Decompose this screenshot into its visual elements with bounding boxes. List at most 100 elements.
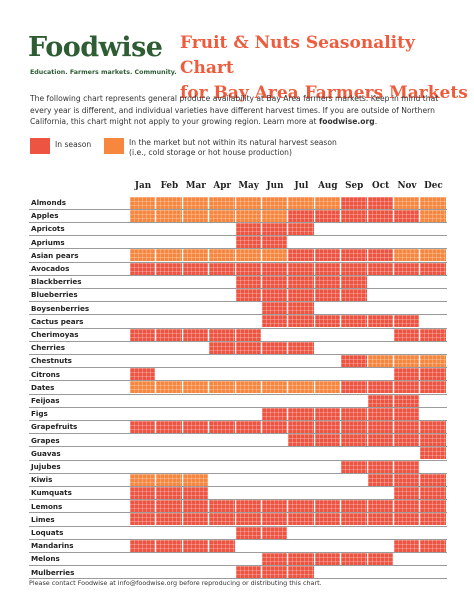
season-cell-grapefruits-feb	[156, 420, 182, 433]
season-cell-limes-aug	[314, 513, 341, 526]
season-cell-cactus-pears-jun	[262, 315, 288, 328]
season-cell-grapefruits-jun	[262, 420, 288, 433]
season-cell-blueberries-may	[235, 288, 261, 301]
season-cell-figs-nov	[394, 407, 420, 420]
season-cell-almonds-nov	[394, 196, 420, 209]
season-cell-kiwis-mar	[182, 473, 209, 486]
row-divider	[29, 459, 447, 461]
season-cell-kiwis-jan	[130, 473, 156, 486]
season-cell-lemons-nov	[394, 500, 420, 513]
season-cell-lemons-feb	[156, 500, 182, 513]
season-cell-boysenberries-jul	[288, 302, 314, 315]
season-cell-apples-oct	[367, 209, 393, 222]
season-cell-loquats-jun	[262, 526, 288, 539]
season-cell-avocados-oct	[367, 262, 393, 275]
season-cell-blueberries-jul	[288, 288, 314, 301]
season-cell-almonds-jul	[288, 196, 314, 209]
row-label: Figs	[31, 409, 48, 419]
season-cell-chestnuts-dec	[420, 354, 446, 367]
season-cell-figs-oct	[367, 407, 393, 420]
season-cell-loquats-may	[235, 526, 261, 539]
row-label: Cactus pears	[31, 316, 84, 326]
month-header-mar: Mar	[185, 181, 206, 191]
row-divider	[29, 578, 447, 580]
row-label: Avocados	[31, 264, 70, 273]
season-cell-mandarins-apr	[209, 539, 235, 552]
month-header-apr: Apr	[213, 181, 231, 191]
row-label: Mulberries	[31, 567, 75, 577]
season-cell-apples-dec	[420, 209, 446, 222]
season-cell-dates-aug	[314, 381, 341, 394]
season-cell-dates-may	[235, 381, 261, 394]
season-cell-cactus-pears-nov	[394, 315, 420, 328]
season-cell-cherimoyas-may	[235, 328, 261, 341]
row-divider	[29, 353, 447, 355]
season-cell-lemons-oct	[367, 500, 393, 513]
row-label: Citrons	[31, 369, 61, 379]
season-cell-lemons-apr	[209, 500, 235, 513]
season-cell-cactus-pears-jul	[288, 315, 314, 328]
season-cell-grapefruits-mar	[182, 420, 209, 433]
season-cell-chestnuts-sep	[341, 354, 367, 367]
season-cell-cactus-pears-sep	[341, 315, 367, 328]
intro-link[interactable]: foodwise.org	[318, 117, 375, 126]
season-cell-grapefruits-oct	[367, 420, 393, 433]
season-cell-kiwis-feb	[156, 473, 182, 486]
season-cell-mulberries-may	[235, 566, 261, 579]
row-label: Kumquats	[31, 488, 72, 498]
season-cell-almonds-oct	[367, 196, 393, 209]
row-divider	[29, 274, 447, 276]
row-divider	[29, 446, 447, 448]
season-cell-melons-sep	[341, 552, 367, 565]
legend-off-season-swatch	[104, 138, 124, 154]
season-cell-figs-sep	[341, 407, 367, 420]
row-label: Kiwis	[31, 475, 53, 485]
season-cell-almonds-jun	[262, 196, 288, 209]
row-label: Cherries	[31, 343, 65, 353]
season-cell-grapefruits-aug	[314, 420, 341, 433]
season-cell-kiwis-oct	[367, 473, 393, 486]
season-cell-dates-apr	[209, 381, 235, 394]
season-cell-figs-jul	[288, 407, 314, 420]
season-cell-citrons-jan	[130, 368, 156, 381]
month-header-sep: Sep	[345, 181, 364, 191]
season-cell-melons-aug	[314, 552, 341, 565]
row-divider	[29, 565, 447, 567]
season-cell-grapefruits-nov	[394, 420, 420, 433]
season-cell-mandarins-nov	[394, 539, 420, 552]
logo-tagline: Education. Farmers markets. Community.	[30, 69, 177, 76]
row-label: Limes	[31, 514, 55, 524]
season-cell-almonds-feb	[156, 196, 182, 209]
footer-note: Please contact Foodwise at info@foodwise…	[29, 579, 322, 587]
title-line-2: for Bay Area Farmers Markets	[180, 83, 468, 103]
season-cell-apples-jul	[288, 209, 314, 222]
season-cell-kiwis-nov	[394, 473, 420, 486]
row-label: Loquats	[31, 528, 64, 537]
season-cell-avocados-feb	[156, 262, 182, 275]
season-cell-asian-pears-aug	[314, 249, 341, 262]
season-cell-asian-pears-nov	[394, 249, 420, 262]
season-cell-jujubes-nov	[394, 460, 420, 473]
season-cell-mandarins-mar	[182, 539, 209, 552]
row-label: Almonds	[31, 198, 66, 207]
legend-off-season-line-1: In the market but not within its natural…	[129, 138, 337, 147]
season-cell-dates-sep	[341, 381, 367, 394]
season-cell-figs-aug	[314, 407, 341, 420]
month-header-oct: Oct	[372, 181, 390, 191]
legend-in-season-swatch	[30, 138, 50, 154]
row-label: Grapes	[31, 435, 60, 445]
season-cell-asian-pears-sep	[341, 249, 367, 262]
foodwise-logo: Foodwise	[28, 32, 163, 63]
row-divider	[29, 367, 447, 369]
month-header-feb: Feb	[160, 181, 179, 191]
season-cell-feijoas-oct	[367, 394, 393, 407]
row-divider	[29, 393, 447, 395]
season-cell-dates-feb	[156, 381, 182, 394]
row-divider	[29, 340, 447, 342]
season-cell-cherries-jul	[288, 341, 314, 354]
row-divider	[29, 419, 447, 421]
month-header-aug: Aug	[318, 181, 338, 191]
row-label: Cherimoyas	[31, 330, 79, 339]
season-cell-melons-oct	[367, 552, 393, 565]
season-cell-kumquats-feb	[156, 486, 182, 499]
